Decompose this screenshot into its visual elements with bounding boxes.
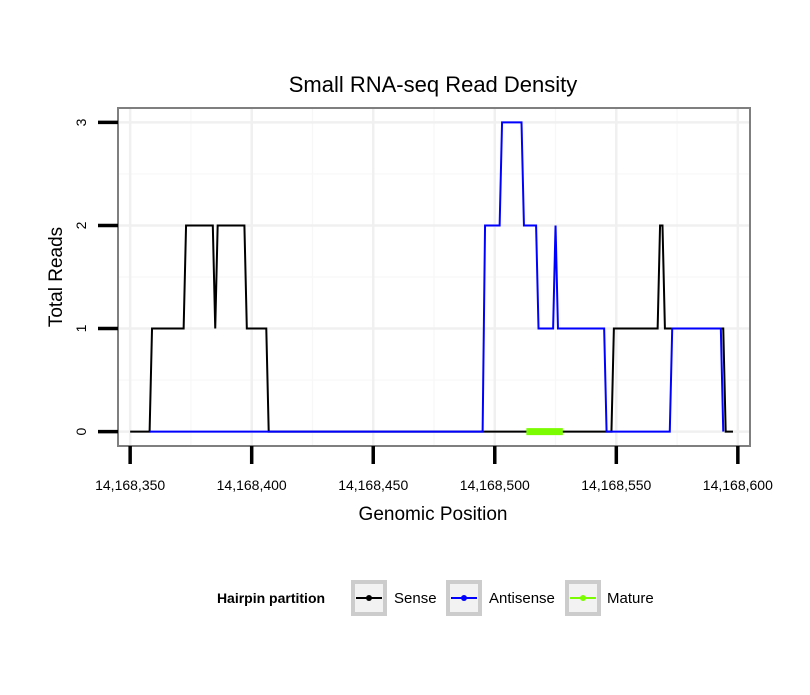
plot-panel-border [117, 107, 751, 447]
y-tick-label: 2 [73, 221, 89, 229]
x-tick-label: 14,168,600 [703, 477, 773, 493]
legend-point-antisense [461, 595, 467, 601]
legend-label-mature: Mature [607, 590, 654, 607]
x-tick-label: 14,168,550 [581, 477, 651, 493]
legend: Hairpin partition Sense Antisense Mature [217, 580, 654, 616]
legend-item-mature: Mature [565, 580, 654, 616]
series-line-sense [130, 224, 733, 433]
legend-item-antisense: Antisense [446, 580, 555, 616]
series-line-antisense [149, 121, 725, 433]
legend-point-sense [366, 595, 372, 601]
y-tick-label: 3 [73, 118, 89, 126]
grid-minor [118, 108, 750, 446]
legend-item-sense: Sense [351, 580, 437, 616]
series-layer [130, 121, 733, 436]
x-axis: 14,168,350 14,168,400 14,168,450 14,168,500… [95, 446, 773, 493]
x-axis-label: Genomic Position [359, 504, 508, 525]
y-tick-label: 0 [73, 427, 89, 435]
y-axis: 0 1 2 3 [73, 118, 118, 435]
y-axis-label: Total Reads [46, 227, 67, 327]
y-tick-label: 1 [73, 324, 89, 332]
legend-label-sense: Sense [394, 590, 437, 607]
legend-point-mature [580, 595, 586, 601]
legend-title: Hairpin partition [217, 590, 325, 606]
x-tick-label: 14,168,500 [460, 477, 530, 493]
chart-title: Small RNA-seq Read Density [289, 72, 578, 97]
x-tick-label: 14,168,400 [217, 477, 287, 493]
legend-label-antisense: Antisense [489, 590, 555, 607]
x-tick-label: 14,168,350 [95, 477, 165, 493]
x-tick-label: 14,168,450 [338, 477, 408, 493]
